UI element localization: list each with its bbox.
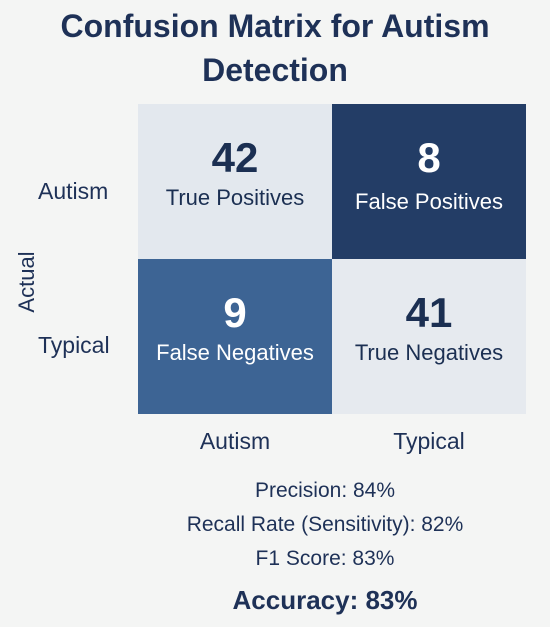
col-label-autism: Autism (199, 428, 271, 454)
cell-value-false-positives: 8 (417, 134, 441, 181)
accuracy-metric: Accuracy: 83% (232, 585, 418, 615)
y-axis-title: Actual (14, 251, 39, 313)
cell-label-true-positives: True Positives (165, 185, 305, 210)
cell-label-false-positives: False Positives (355, 189, 503, 214)
confusion-matrix: 42 True Positives 8 False Positives 9 Fa… (138, 104, 526, 414)
cell-true-negatives: 41 True Negatives (332, 259, 526, 414)
chart-title: Confusion Matrix for Autism Detection (60, 8, 490, 88)
cell-true-positives: 42 True Positives (138, 104, 332, 259)
precision-metric: Precision: 84% (254, 479, 396, 502)
cell-false-negatives: 9 False Negatives (138, 259, 332, 414)
cell-value-false-negatives: 9 (223, 289, 247, 336)
cell-false-positives: 8 False Positives (332, 104, 526, 259)
row-label-autism: Autism (38, 178, 109, 204)
cell-value-true-positives: 42 (211, 134, 259, 181)
row-label-typical: Typical (38, 332, 110, 358)
cell-value-true-negatives: 41 (405, 289, 453, 336)
cell-label-false-negatives: False Negatives (156, 340, 314, 365)
metrics-panel: Precision: 84% Recall Rate (Sensitivity)… (100, 474, 550, 622)
cell-label-true-negatives: True Negatives (354, 340, 504, 365)
f1-score-metric: F1 Score: 83% (255, 547, 395, 570)
recall-metric: Recall Rate (Sensitivity): 82% (186, 513, 464, 536)
col-label-typical: Typical (393, 428, 465, 454)
